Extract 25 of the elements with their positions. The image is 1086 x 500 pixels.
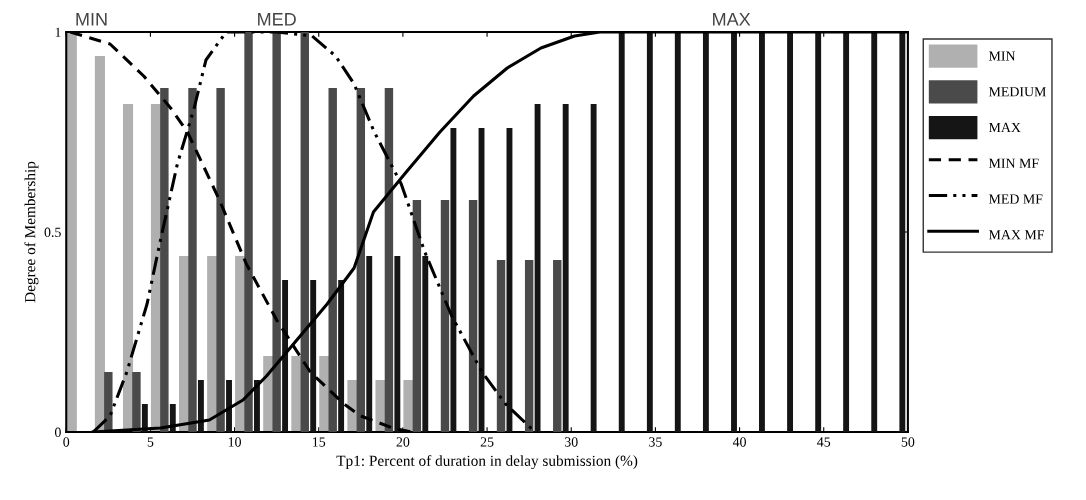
x-tick-label: 10 bbox=[228, 437, 241, 447]
x-tick-label: 40 bbox=[732, 437, 746, 447]
legend-label: MED MF bbox=[988, 194, 1043, 204]
x-tick-label: 45 bbox=[817, 437, 831, 447]
x-tick-label: 15 bbox=[313, 437, 326, 447]
y-tick-label: 0.5 bbox=[44, 227, 61, 238]
y-tick-label: 1 bbox=[55, 27, 61, 37]
x-tick-label: 50 bbox=[901, 437, 915, 447]
x-tick-label: 5 bbox=[147, 437, 154, 447]
x-tick-label: 25 bbox=[480, 437, 494, 447]
x-tick-label: 30 bbox=[564, 437, 578, 447]
annotation: MIN bbox=[76, 13, 107, 26]
legend-label: MAX MF bbox=[988, 230, 1044, 240]
legend-label: MAX bbox=[988, 122, 1021, 132]
annotation: MAX bbox=[713, 13, 751, 26]
y-tick-label: 0 bbox=[54, 427, 61, 437]
x-axis-title: Tp1: Percent of duration in delay submission (%) bbox=[336, 455, 638, 470]
x-tick-label: 35 bbox=[649, 437, 662, 447]
annotation: MED bbox=[258, 13, 296, 26]
legend-label: MEDIUM bbox=[988, 87, 1046, 97]
y-axis-title: Degree of Membership bbox=[24, 161, 39, 303]
legend-label: MIN MF bbox=[988, 158, 1039, 168]
legend-label: MIN bbox=[988, 51, 1016, 61]
x-tick-label: 20 bbox=[396, 437, 410, 447]
x-tick-label: 0 bbox=[63, 437, 70, 447]
